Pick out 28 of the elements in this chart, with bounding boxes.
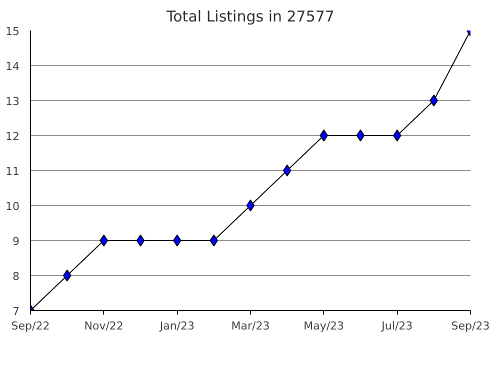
point bbox=[430, 94, 438, 106]
point bbox=[63, 270, 72, 282]
x-tick-label: Nov/22 bbox=[84, 320, 124, 332]
y-tick-label: 15 bbox=[6, 25, 20, 38]
x-tick-label: Jan/23 bbox=[158, 320, 195, 332]
point bbox=[136, 234, 145, 246]
x-tick-label: Sep/23 bbox=[451, 320, 490, 332]
point bbox=[320, 130, 328, 142]
point bbox=[393, 130, 402, 142]
point bbox=[356, 130, 365, 142]
y-tick-label: 10 bbox=[6, 200, 20, 213]
y-tick-label: 13 bbox=[6, 95, 20, 108]
x-tick-label: May/23 bbox=[304, 320, 344, 332]
y-tick-label: 9 bbox=[12, 235, 20, 248]
x-tick-label: Jul/23 bbox=[380, 320, 413, 332]
point bbox=[210, 234, 218, 246]
y-tick-label: 11 bbox=[6, 165, 20, 178]
x-tick-label: Sep/22 bbox=[11, 320, 50, 332]
point bbox=[283, 164, 292, 176]
y-tick-label: 12 bbox=[6, 130, 20, 143]
chart-title: Total Listings in 27577 bbox=[166, 8, 334, 26]
y-tick-label: 7 bbox=[12, 305, 20, 318]
x-tick-label: Mar/23 bbox=[231, 320, 270, 332]
point bbox=[100, 234, 108, 246]
y-tick-label: 8 bbox=[12, 270, 20, 283]
point bbox=[173, 234, 182, 246]
point bbox=[246, 200, 255, 212]
y-tick-label: 14 bbox=[6, 60, 20, 73]
